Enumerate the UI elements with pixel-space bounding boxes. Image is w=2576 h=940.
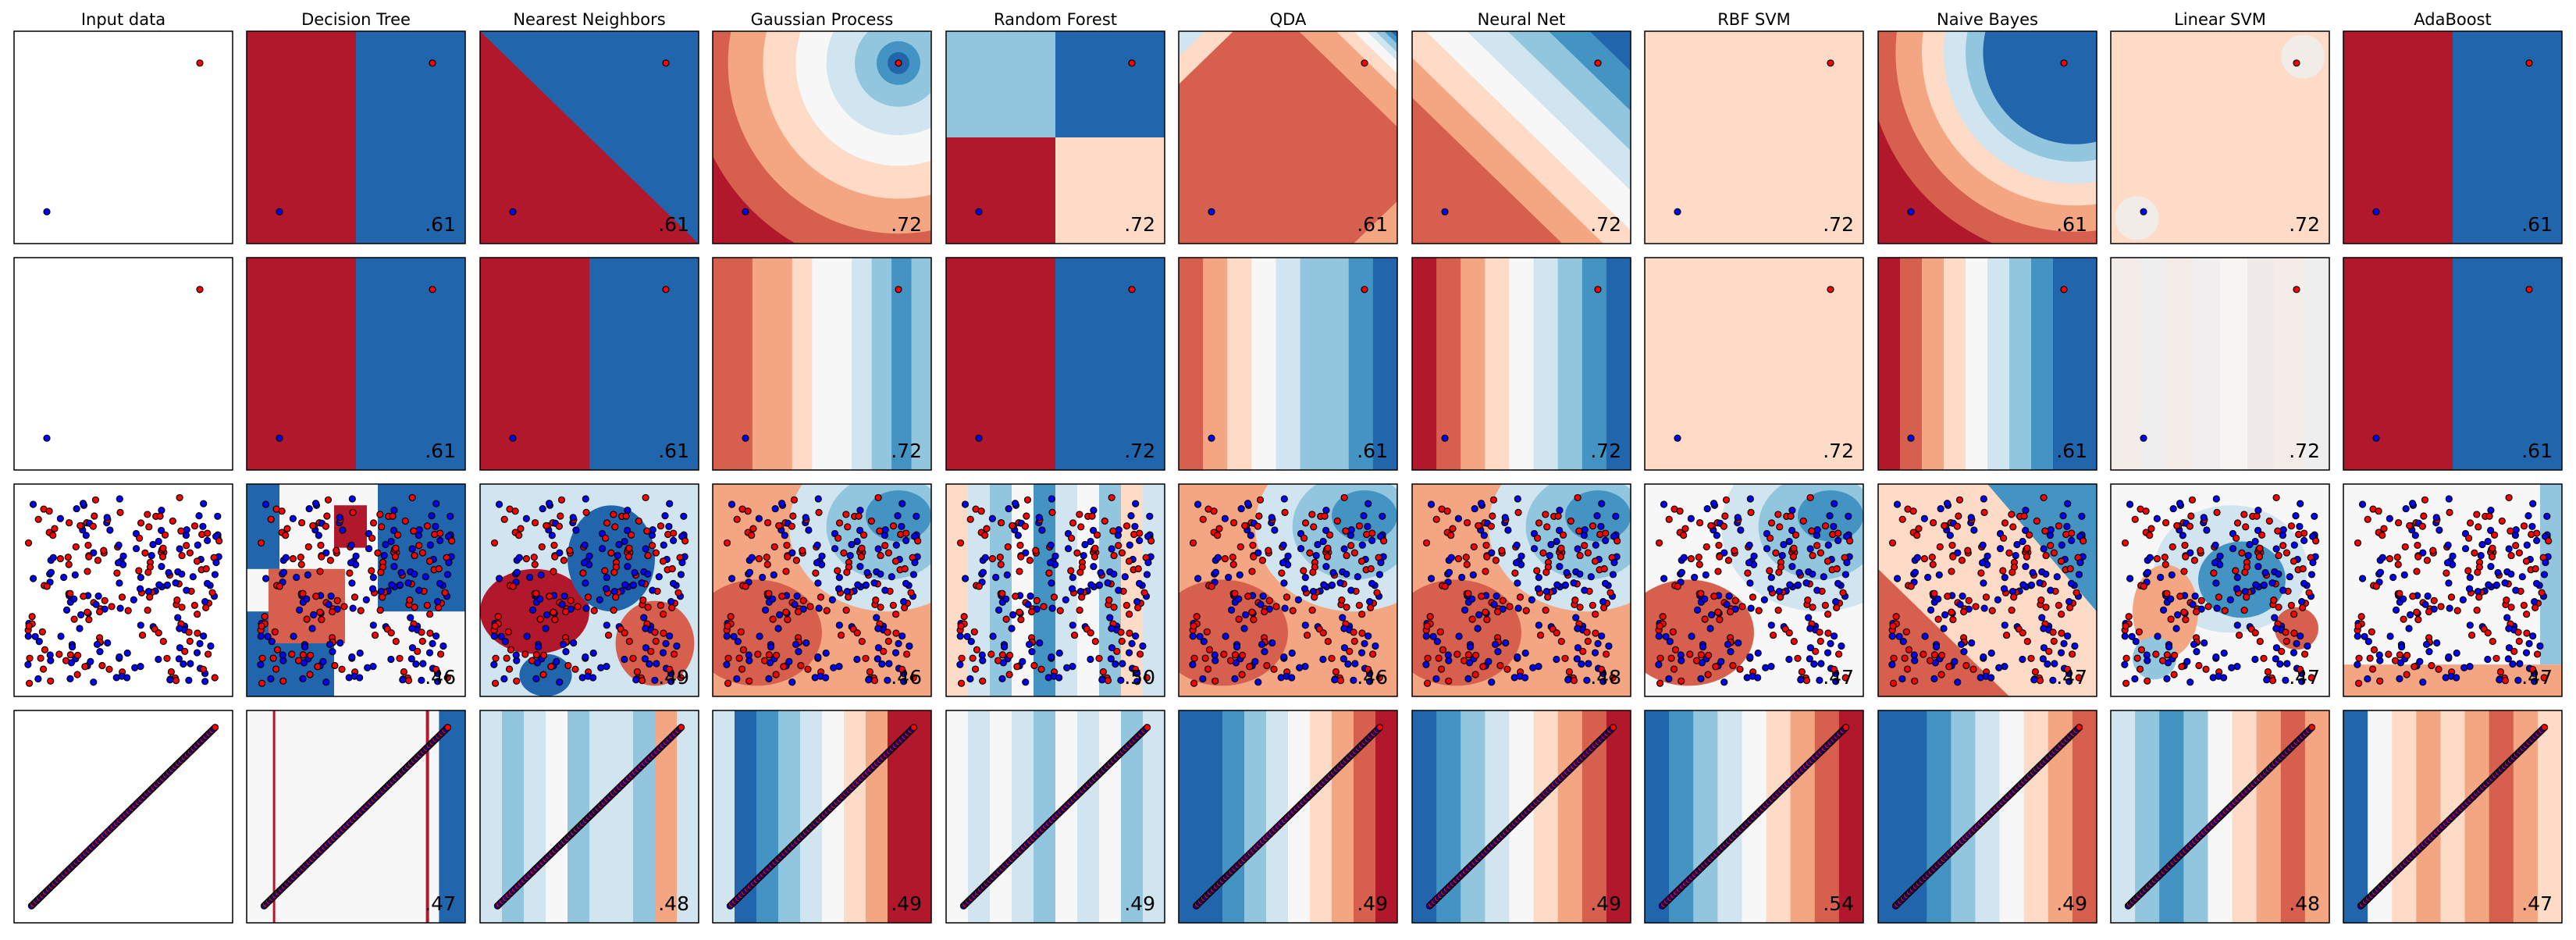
column-title: Naive Bayes [1937,10,2038,29]
column-title: Neural Net [1478,10,1566,29]
score-label: .72 [2289,213,2320,236]
score-label: .47 [2521,666,2553,689]
panel-adaboost-row-4: .47 [2343,710,2563,924]
panel-random-forest-row-2: .72 [945,257,1165,471]
panel-random-forest-row-4: .49 [945,710,1165,924]
score-label: .72 [1124,213,1155,236]
score-label: .48 [2289,892,2320,915]
panel-input-data-row-3 [13,483,233,697]
panel-linear-svm-row-3: .47 [2110,483,2330,697]
panel-qda-row-4: .49 [1178,710,1398,924]
score-label: .61 [2056,440,2087,462]
panel-linear-svm-row-2: .72 [2110,257,2330,471]
score-label: .49 [1357,892,1388,915]
score-label: .47 [2521,892,2553,915]
panel-input-data-row-1 [13,30,233,244]
panel-neural-net-row-3: .48 [1411,483,1631,697]
panel-naive-bayes-row-1: .61 [1877,30,2097,244]
score-label: .47 [2056,666,2087,689]
panel-naive-bayes-row-4: .49 [1877,710,2097,924]
score-label: .72 [1124,440,1155,462]
score-label: .47 [425,892,456,915]
panel-random-forest-row-1: .72 [945,30,1165,244]
score-label: .46 [1357,666,1388,689]
panel-decision-tree-row-4: .47 [246,710,466,924]
score-label: .49 [2056,892,2087,915]
panel-linear-svm-row-1: .72 [2110,30,2330,244]
score-label: .48 [1590,666,1621,689]
score-label: .46 [425,666,456,689]
panel-nearest-neighbors-row-2: .61 [479,257,699,471]
column-title: AdaBoost [2414,10,2491,29]
panel-rbf-svm-row-4: .54 [1644,710,1864,924]
column-title: Decision Tree [301,10,411,29]
panel-nearest-neighbors-row-1: .61 [479,30,699,244]
panel-rbf-svm-row-1: .72 [1644,30,1864,244]
score-label: .61 [658,440,689,462]
panel-nearest-neighbors-row-4: .48 [479,710,699,924]
panel-nearest-neighbors-row-3: .49 [479,483,699,697]
score-label: .49 [1590,892,1621,915]
panel-adaboost-row-1: .61 [2343,30,2563,244]
panel-neural-net-row-1: .72 [1411,30,1631,244]
panel-qda-row-3: .46 [1178,483,1398,697]
score-label: .61 [2056,213,2087,236]
column-title: Nearest Neighbors [513,10,665,29]
panel-gaussian-process-row-2: .72 [712,257,932,471]
score-label: .50 [1124,666,1155,689]
score-label: .72 [2289,440,2320,462]
panel-adaboost-row-3: .47 [2343,483,2563,697]
score-label: .48 [658,892,689,915]
panel-qda-row-1: .61 [1178,30,1398,244]
panel-neural-net-row-2: .72 [1411,257,1631,471]
panel-naive-bayes-row-3: .47 [1877,483,2097,697]
score-label: .47 [1823,666,1854,689]
panel-decision-tree-row-1: .61 [246,30,466,244]
panel-gaussian-process-row-4: .49 [712,710,932,924]
panel-rbf-svm-row-2: .72 [1644,257,1864,471]
score-label: .46 [891,666,922,689]
score-label: .49 [658,666,689,689]
panel-gaussian-process-row-1: .72 [712,30,932,244]
column-title: Gaussian Process [751,10,894,29]
column-title: RBF SVM [1717,10,1791,29]
score-label: .72 [1823,213,1854,236]
column-title: Input data [81,10,165,29]
panel-naive-bayes-row-2: .61 [1877,257,2097,471]
panel-gaussian-process-row-3: .46 [712,483,932,697]
panel-rbf-svm-row-3: .47 [1644,483,1864,697]
column-title: Linear SVM [2174,10,2266,29]
column-title: QDA [1270,10,1307,29]
panel-random-forest-row-3: .50 [945,483,1165,697]
panel-neural-net-row-4: .49 [1411,710,1631,924]
score-label: .47 [2289,666,2320,689]
score-label: .61 [1357,213,1388,236]
score-label: .61 [2521,440,2553,462]
score-label: .49 [891,892,922,915]
score-label: .72 [1823,440,1854,462]
score-label: .61 [425,213,456,236]
score-label: .61 [2521,213,2553,236]
score-label: .72 [891,213,922,236]
score-label: .61 [1357,440,1388,462]
score-label: .49 [1124,892,1155,915]
column-title: Random Forest [994,10,1117,29]
score-label: .72 [1590,213,1621,236]
panel-decision-tree-row-2: .61 [246,257,466,471]
panel-linear-svm-row-4: .48 [2110,710,2330,924]
panel-adaboost-row-2: .61 [2343,257,2563,471]
panel-input-data-row-2 [13,257,233,471]
score-label: .72 [891,440,922,462]
panel-qda-row-2: .61 [1178,257,1398,471]
panel-input-data-row-4 [13,710,233,924]
panel-decision-tree-row-3: .46 [246,483,466,697]
score-label: .61 [658,213,689,236]
score-label: .61 [425,440,456,462]
score-label: .72 [1590,440,1621,462]
score-label: .54 [1823,892,1854,915]
